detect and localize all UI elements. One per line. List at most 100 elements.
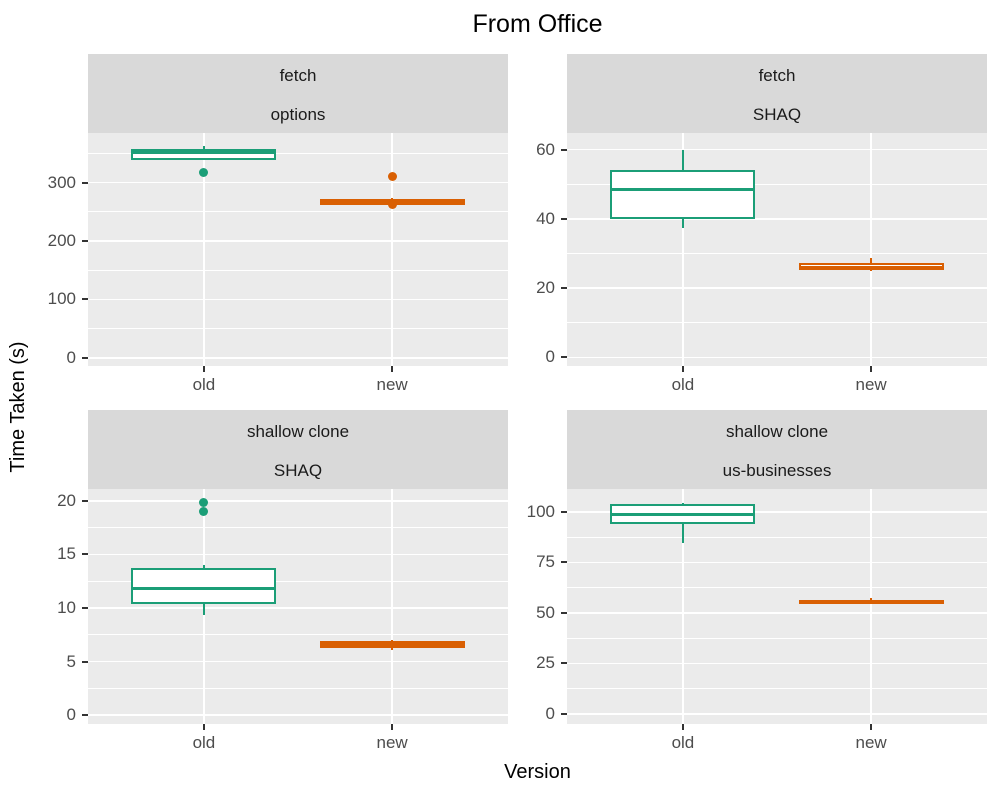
gridline-major <box>88 500 508 502</box>
facet-strip <box>88 54 508 133</box>
x-axis-tick-label: old <box>671 733 695 752</box>
y-axis-tick <box>82 181 88 184</box>
gridline-major <box>88 181 508 184</box>
x-axis-tick <box>681 366 684 372</box>
facet-strip-label-row: fetch <box>758 66 796 85</box>
gridline-major <box>567 561 987 564</box>
gridline-major <box>88 660 508 663</box>
gridline-vertical <box>203 133 205 366</box>
x-axis-tick-label: old <box>192 733 216 752</box>
gridline-minor <box>88 527 508 529</box>
y-axis-tick-label: 0 <box>66 347 76 367</box>
gridline-minor <box>88 328 508 330</box>
x-axis-tick-label: new <box>376 375 408 394</box>
gridline-vertical <box>870 133 872 366</box>
boxplot-upper-whisker <box>391 640 394 642</box>
x-axis-tick <box>870 724 873 730</box>
facet-strip-label-col: SHAQ <box>752 105 802 124</box>
y-axis-tick-label: 75 <box>536 552 555 572</box>
boxplot-median-line <box>131 150 277 155</box>
facet-strip-label-row: fetch <box>279 66 317 85</box>
gridline-major <box>567 511 987 513</box>
boxplot-upper-whisker <box>870 257 873 263</box>
gridline-minor <box>88 269 508 271</box>
boxplot-lower-whisker <box>870 603 873 605</box>
boxplot-outlier-dot <box>387 172 397 182</box>
x-axis-tick-label: new <box>376 733 408 752</box>
gridline-major <box>88 240 508 242</box>
boxplot-median-line <box>319 642 465 647</box>
gridline-vertical <box>682 489 684 724</box>
gridline-minor <box>567 322 987 324</box>
gridline-minor <box>567 252 987 254</box>
gridline-minor <box>567 587 987 589</box>
gridline-minor <box>88 634 508 636</box>
gridline-major <box>88 607 508 609</box>
boxplot-median-line <box>610 187 756 192</box>
y-axis-tick-label: 5 <box>66 651 76 671</box>
y-axis-tick <box>561 217 567 220</box>
y-axis-tick-label: 0 <box>66 705 76 724</box>
y-axis-tick <box>82 298 88 301</box>
y-axis-tick <box>82 356 88 359</box>
y-axis-tick-label: 15 <box>57 544 76 564</box>
y-axis-tick-label: 100 <box>47 289 76 309</box>
x-axis-tick <box>202 366 205 372</box>
y-axis-tick <box>82 240 88 243</box>
x-axis-tick <box>681 724 684 730</box>
boxplot-outlier-dot <box>199 507 209 517</box>
gridline-major <box>567 218 987 220</box>
boxplot-upper-whisker <box>202 565 205 569</box>
boxplot-box <box>610 170 756 219</box>
facet-strip <box>567 410 987 489</box>
gridline-major <box>88 553 508 556</box>
boxplot-box <box>131 568 277 604</box>
boxplot-median-line <box>798 265 944 270</box>
y-axis-tick-label: 25 <box>536 653 555 673</box>
y-axis-tick-label: 200 <box>47 231 76 251</box>
gridline-vertical <box>870 489 872 724</box>
gridline-major <box>88 298 508 301</box>
facet-panel <box>567 133 987 366</box>
boxplot-upper-whisker <box>681 149 684 171</box>
boxplot-median-line <box>610 512 756 517</box>
facet-panel <box>88 133 508 366</box>
y-axis-tick-label: 40 <box>536 208 555 228</box>
y-axis-tick <box>82 660 88 663</box>
boxplot-lower-whisker <box>202 603 205 616</box>
facet-strip-label-row: shallow clone <box>246 422 350 441</box>
gridline-major <box>567 356 987 359</box>
x-axis-tick-label: new <box>855 733 887 752</box>
gridline-major <box>567 662 987 665</box>
y-axis-tick <box>561 611 567 614</box>
facet-panel <box>567 489 987 724</box>
gridline-minor <box>567 183 987 185</box>
boxplot-lower-whisker <box>391 647 394 650</box>
y-axis-tick <box>561 356 567 359</box>
y-axis-tick <box>82 714 88 716</box>
x-axis-title: Version <box>504 761 571 783</box>
gridline-minor <box>88 687 508 689</box>
gridline-major <box>88 714 508 716</box>
boxplot-upper-whisker <box>202 146 205 150</box>
gridline-major <box>88 357 508 359</box>
x-axis-tick-label: new <box>855 375 887 394</box>
boxplot-outlier-dot <box>199 167 209 177</box>
gridline-minor <box>88 152 508 154</box>
gridline-minor <box>88 211 508 213</box>
x-axis-tick-label: old <box>192 375 216 394</box>
facet-strip-label-col: options <box>270 105 326 124</box>
y-axis-tick <box>82 553 88 556</box>
y-axis-tick-label: 300 <box>47 172 76 192</box>
gridline-minor <box>88 580 508 582</box>
y-axis-tick <box>561 712 567 715</box>
x-axis-tick <box>202 724 205 730</box>
boxplot-upper-whisker <box>391 198 394 199</box>
y-axis-tick <box>82 606 88 609</box>
boxplot-outlier-dot <box>387 199 397 209</box>
boxplot-lower-whisker <box>681 523 684 543</box>
y-axis-tick-label: 20 <box>57 490 76 510</box>
facet-strip <box>567 54 987 133</box>
x-axis-tick-label: old <box>671 375 695 394</box>
